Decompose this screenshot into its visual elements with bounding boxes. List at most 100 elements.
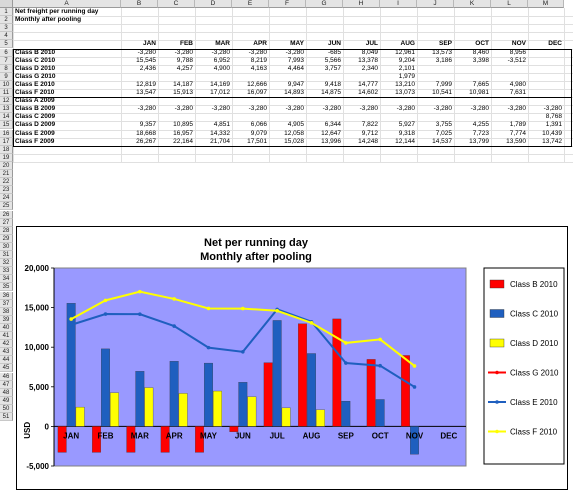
- row-header-4[interactable]: 4: [0, 32, 13, 41]
- data-cell[interactable]: -3,512: [507, 56, 526, 64]
- row-label-cell[interactable]: Class D 2010: [15, 64, 56, 72]
- row-header-43[interactable]: 43: [0, 348, 13, 357]
- row-header-26[interactable]: 26: [0, 210, 13, 219]
- data-cell[interactable]: -3,280: [359, 105, 378, 113]
- row-header-19[interactable]: 19: [0, 153, 13, 162]
- bar-class-d-2010[interactable]: [110, 392, 119, 427]
- data-cell[interactable]: -3,280: [470, 105, 489, 113]
- data-cell[interactable]: 14,248: [358, 137, 378, 145]
- data-cell[interactable]: 7,723: [472, 129, 489, 137]
- data-cell[interactable]: 18,668: [136, 129, 156, 137]
- data-cell[interactable]: 21,704: [210, 137, 230, 145]
- data-cell[interactable]: 1,391: [545, 121, 562, 129]
- bar-class-b-2010[interactable]: [57, 426, 67, 453]
- data-cell[interactable]: -3,280: [211, 48, 230, 56]
- data-cell[interactable]: -3,280: [285, 105, 304, 113]
- bar-class-b-2010[interactable]: [195, 426, 204, 453]
- data-cell[interactable]: 7,631: [509, 89, 526, 96]
- bar-class-d-2010[interactable]: [75, 406, 85, 427]
- data-cell[interactable]: 12,647: [321, 129, 341, 137]
- data-cell[interactable]: -3,280: [322, 105, 341, 113]
- row-header-20[interactable]: 20: [0, 161, 13, 170]
- row-header-22[interactable]: 22: [0, 178, 13, 187]
- row-header-48[interactable]: 48: [0, 388, 13, 397]
- data-cell[interactable]: 1,979: [398, 72, 415, 80]
- data-cell[interactable]: 7,822: [361, 121, 378, 129]
- data-cell[interactable]: 5,566: [324, 56, 341, 64]
- data-cell[interactable]: 9,418: [324, 80, 341, 88]
- data-cell[interactable]: 2,340: [361, 64, 378, 72]
- bar-class-c-2010[interactable]: [66, 303, 76, 427]
- row-header-14[interactable]: 14: [0, 113, 13, 122]
- data-cell[interactable]: 7,025: [435, 129, 452, 137]
- data-cell[interactable]: 4,980: [509, 80, 526, 88]
- data-cell[interactable]: 13,742: [542, 137, 562, 145]
- point-class-e-2010[interactable]: [172, 324, 176, 328]
- data-cell[interactable]: 8,219: [250, 56, 267, 64]
- data-cell[interactable]: 14,893: [284, 89, 304, 96]
- column-header-l[interactable]: L: [491, 0, 528, 8]
- bar-class-c-2010[interactable]: [341, 401, 351, 427]
- column-header-e[interactable]: E: [232, 0, 269, 8]
- data-cell[interactable]: 9,357: [139, 121, 156, 129]
- point-class-e-2010[interactable]: [69, 323, 73, 327]
- row-header-50[interactable]: 50: [0, 404, 13, 413]
- data-cell[interactable]: -3,280: [285, 48, 304, 56]
- row-header-1[interactable]: 1: [0, 8, 13, 17]
- point-class-f-2010[interactable]: [69, 317, 73, 321]
- data-cell[interactable]: 15,913: [173, 89, 193, 96]
- month-header-cell[interactable]: SEP: [438, 40, 452, 48]
- row-header-32[interactable]: 32: [0, 259, 13, 268]
- row-label-cell[interactable]: Class C 2010: [15, 56, 56, 64]
- data-cell[interactable]: 9,318: [398, 129, 415, 137]
- data-cell[interactable]: 15,028: [284, 137, 304, 145]
- data-cell[interactable]: 13,590: [506, 137, 526, 145]
- data-cell[interactable]: 7,774: [509, 129, 526, 137]
- row-header-37[interactable]: 37: [0, 299, 13, 308]
- data-cell[interactable]: 13,547: [136, 89, 156, 96]
- row-label-cell[interactable]: Class B 2010: [15, 48, 56, 56]
- data-cell[interactable]: -3,280: [137, 105, 156, 113]
- row-header-38[interactable]: 38: [0, 307, 13, 316]
- data-cell[interactable]: 6,344: [324, 121, 341, 129]
- row-header-6[interactable]: 6: [0, 48, 13, 57]
- plot-area[interactable]: -5,000 0 5,000 10,000 15,000 20,000 USD JAN FEB M…: [23, 264, 467, 471]
- point-class-f-2010[interactable]: [103, 298, 108, 303]
- select-all-corner[interactable]: [0, 0, 13, 8]
- data-cell[interactable]: 10,981: [469, 89, 489, 96]
- data-cell[interactable]: 4,851: [213, 121, 230, 129]
- month-header-cell[interactable]: FEB: [180, 40, 193, 48]
- data-cell[interactable]: 14,777: [358, 80, 378, 88]
- point-class-e-2010[interactable]: [344, 361, 348, 365]
- row-header-3[interactable]: 3: [0, 24, 13, 33]
- row-header-27[interactable]: 27: [0, 218, 13, 227]
- data-cell[interactable]: 14,602: [358, 89, 378, 96]
- data-cell[interactable]: 3,755: [435, 121, 452, 129]
- point-class-f-2010[interactable]: [344, 341, 348, 345]
- row-header-39[interactable]: 39: [0, 315, 13, 324]
- row-header-47[interactable]: 47: [0, 380, 13, 389]
- column-header-j[interactable]: J: [417, 0, 454, 8]
- row-header-36[interactable]: 36: [0, 291, 13, 300]
- row-header-8[interactable]: 8: [0, 64, 13, 73]
- month-header-cell[interactable]: MAY: [290, 40, 304, 48]
- row-label-cell[interactable]: Class A 2009: [15, 97, 55, 105]
- data-cell[interactable]: 2,436: [139, 64, 156, 72]
- data-cell[interactable]: -3,280: [248, 105, 267, 113]
- point-class-e-2010[interactable]: [206, 345, 211, 350]
- data-cell[interactable]: -3,280: [543, 105, 562, 113]
- row-label-cell[interactable]: Class F 2009: [15, 137, 55, 145]
- data-cell[interactable]: 16,957: [173, 129, 193, 137]
- row-header-15[interactable]: 15: [0, 121, 13, 130]
- row-header-33[interactable]: 33: [0, 267, 13, 276]
- bar-class-c-2010[interactable]: [135, 371, 145, 427]
- point-class-f-2010[interactable]: [172, 297, 176, 301]
- bar-class-b-2010[interactable]: [229, 426, 239, 432]
- bar-class-b-2010[interactable]: [298, 323, 307, 427]
- point-class-f-2010[interactable]: [206, 306, 211, 311]
- data-cell[interactable]: 14,332: [210, 129, 230, 137]
- point-class-e-2010[interactable]: [103, 312, 108, 316]
- bar-class-b-2010[interactable]: [92, 426, 101, 453]
- bar-class-c-2010[interactable]: [101, 348, 110, 427]
- data-cell[interactable]: -3,280: [211, 105, 230, 113]
